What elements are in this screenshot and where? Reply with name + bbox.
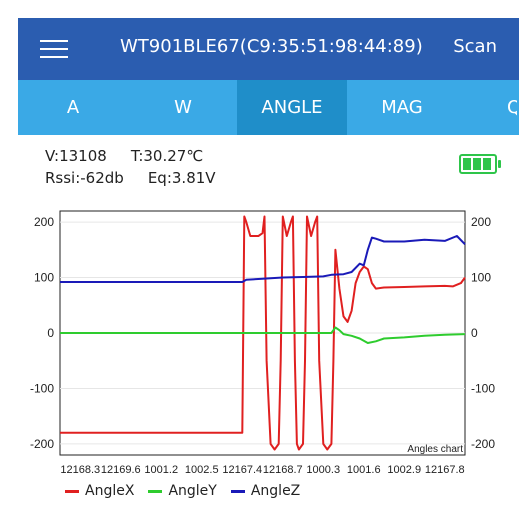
tab-w[interactable]: W — [174, 97, 192, 118]
y-tick-label: 0 — [471, 326, 478, 340]
x-tick-label: 1000.3 — [306, 464, 340, 476]
tab-angle[interactable]: ANGLE — [237, 80, 347, 135]
tab-more-partial[interactable]: Q — [507, 97, 517, 118]
x-tick-label: 12168.7 — [263, 464, 303, 476]
x-tick-label: 1002.9 — [387, 464, 421, 476]
legend-label: AngleY — [168, 483, 217, 499]
legend-swatch — [65, 489, 79, 493]
voltage-value: V:13108 — [45, 147, 107, 165]
series-line-angley — [60, 326, 466, 344]
eq-value: Eq:3.81V — [147, 169, 216, 187]
menu-icon[interactable] — [40, 38, 68, 60]
x-tick-label: 12167.8 — [425, 464, 465, 476]
y-tick-label: 100 — [471, 271, 491, 285]
x-tick-label: 1001.2 — [144, 464, 178, 476]
rssi-value: Rssi:-62db — [45, 169, 124, 187]
legend-item-angley: AngleY — [148, 483, 217, 499]
x-tick-label: 12167.4 — [222, 464, 262, 476]
y-tick-label: -200 — [30, 437, 54, 451]
legend-swatch — [230, 489, 245, 493]
battery-icon — [459, 154, 501, 174]
y-tick-label: 200 — [471, 215, 491, 229]
device-title: WT901BLE67(C9:35:51:98:44:89) — [120, 36, 423, 57]
y-tick-label: -100 — [471, 381, 495, 395]
legend-swatch — [148, 489, 163, 493]
legend-label: AngleX — [85, 483, 135, 499]
x-tick-label: 12168.3 — [60, 464, 100, 476]
legend-item-anglex: AngleX — [65, 483, 134, 499]
x-tick-label: 12169.6 — [101, 464, 141, 476]
series-line-anglex — [60, 215, 466, 451]
sensor-info: V:13108 T:30.27℃ Rssi:-62db Eq:3.81V — [45, 145, 240, 189]
y-tick-label: 0 — [47, 326, 54, 340]
legend-label: AngleZ — [250, 483, 301, 499]
legend-item-anglez: AngleZ — [230, 483, 301, 499]
tab-a[interactable]: A — [66, 97, 80, 118]
chart-legend: AngleX AngleY AngleZ — [65, 483, 300, 499]
y-tick-label: -200 — [471, 437, 495, 451]
y-tick-label: 100 — [34, 271, 54, 285]
app-bar: WT901BLE67(C9:35:51:98:44:89) Scan — [18, 18, 519, 80]
tab-bar: A W ANGLE MAG Q — [18, 80, 519, 135]
x-tick-label: 1001.6 — [347, 464, 381, 476]
series-line-anglez — [60, 235, 466, 283]
chart-annotation: Angles chart — [407, 444, 463, 455]
scan-button[interactable]: Scan — [453, 36, 497, 57]
y-tick-label: 200 — [34, 215, 54, 229]
y-tick-label: -100 — [30, 381, 54, 395]
temperature-value: T:30.27℃ — [130, 147, 204, 165]
tab-mag[interactable]: MAG — [381, 97, 423, 118]
x-tick-label: 1002.5 — [185, 464, 219, 476]
